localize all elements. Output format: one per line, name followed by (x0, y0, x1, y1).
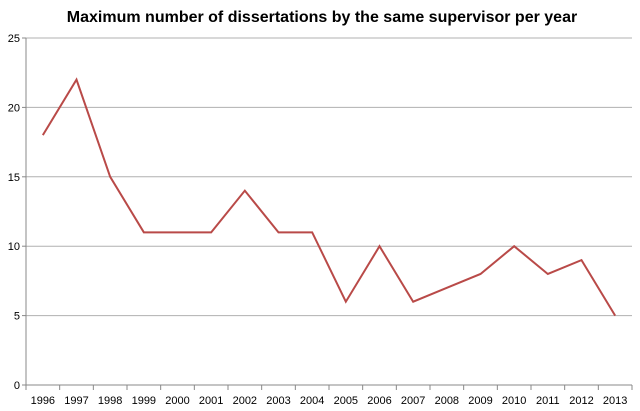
x-tick-label: 2011 (536, 395, 560, 407)
data-point (379, 245, 381, 247)
y-tick-label: 15 (8, 172, 20, 184)
axes (22, 37, 633, 390)
data-point (547, 273, 549, 275)
x-tick-label: 2010 (502, 395, 526, 407)
x-tick-label: 2002 (233, 395, 257, 407)
x-tick-label: 2005 (334, 395, 358, 407)
x-tick-label: 2008 (435, 395, 459, 407)
data-point (143, 231, 145, 233)
x-tick-label: 2012 (569, 395, 593, 407)
chart-title: Maximum number of dissertations by the s… (67, 9, 577, 26)
gridlines (26, 37, 632, 317)
y-tick-label: 10 (8, 241, 20, 253)
y-tick-label: 5 (14, 311, 20, 323)
x-tick-label: 1996 (31, 395, 55, 407)
x-tick-label: 1999 (132, 395, 156, 407)
data-point (109, 176, 111, 178)
data-point (513, 245, 515, 247)
data-point (614, 315, 616, 317)
y-tick-labels: 0 5 10 15 20 25 (8, 33, 20, 392)
y-tick-label: 25 (8, 33, 20, 45)
data-point (345, 301, 347, 303)
x-tick-label: 2004 (300, 395, 324, 407)
data-point (278, 231, 280, 233)
x-tick-label: 2006 (367, 395, 391, 407)
data-point (480, 273, 482, 275)
data-point (76, 79, 78, 81)
x-tick-label: 1998 (98, 395, 122, 407)
x-tick-label: 2009 (468, 395, 492, 407)
y-tick-label: 0 (14, 380, 20, 392)
y-tick-label: 20 (8, 102, 20, 114)
x-tick-label: 1997 (64, 395, 88, 407)
series-line (41, 77, 617, 317)
x-tick-label: 2000 (165, 395, 189, 407)
x-tick-label: 2003 (266, 395, 290, 407)
data-point (177, 231, 179, 233)
data-point (412, 301, 414, 303)
x-tick-label: 2013 (603, 395, 627, 407)
x-tick-label: 2007 (401, 395, 425, 407)
data-point (446, 287, 448, 289)
x-tick-label: 2001 (199, 395, 223, 407)
data-point (311, 231, 313, 233)
data-point (244, 190, 246, 192)
data-point (42, 134, 44, 136)
data-point (581, 259, 583, 261)
x-tick-labels: 1996 1997 1998 1999 2000 2001 2002 2003 2004 2005… (31, 395, 628, 407)
series-group (41, 77, 617, 317)
data-point (210, 231, 212, 233)
